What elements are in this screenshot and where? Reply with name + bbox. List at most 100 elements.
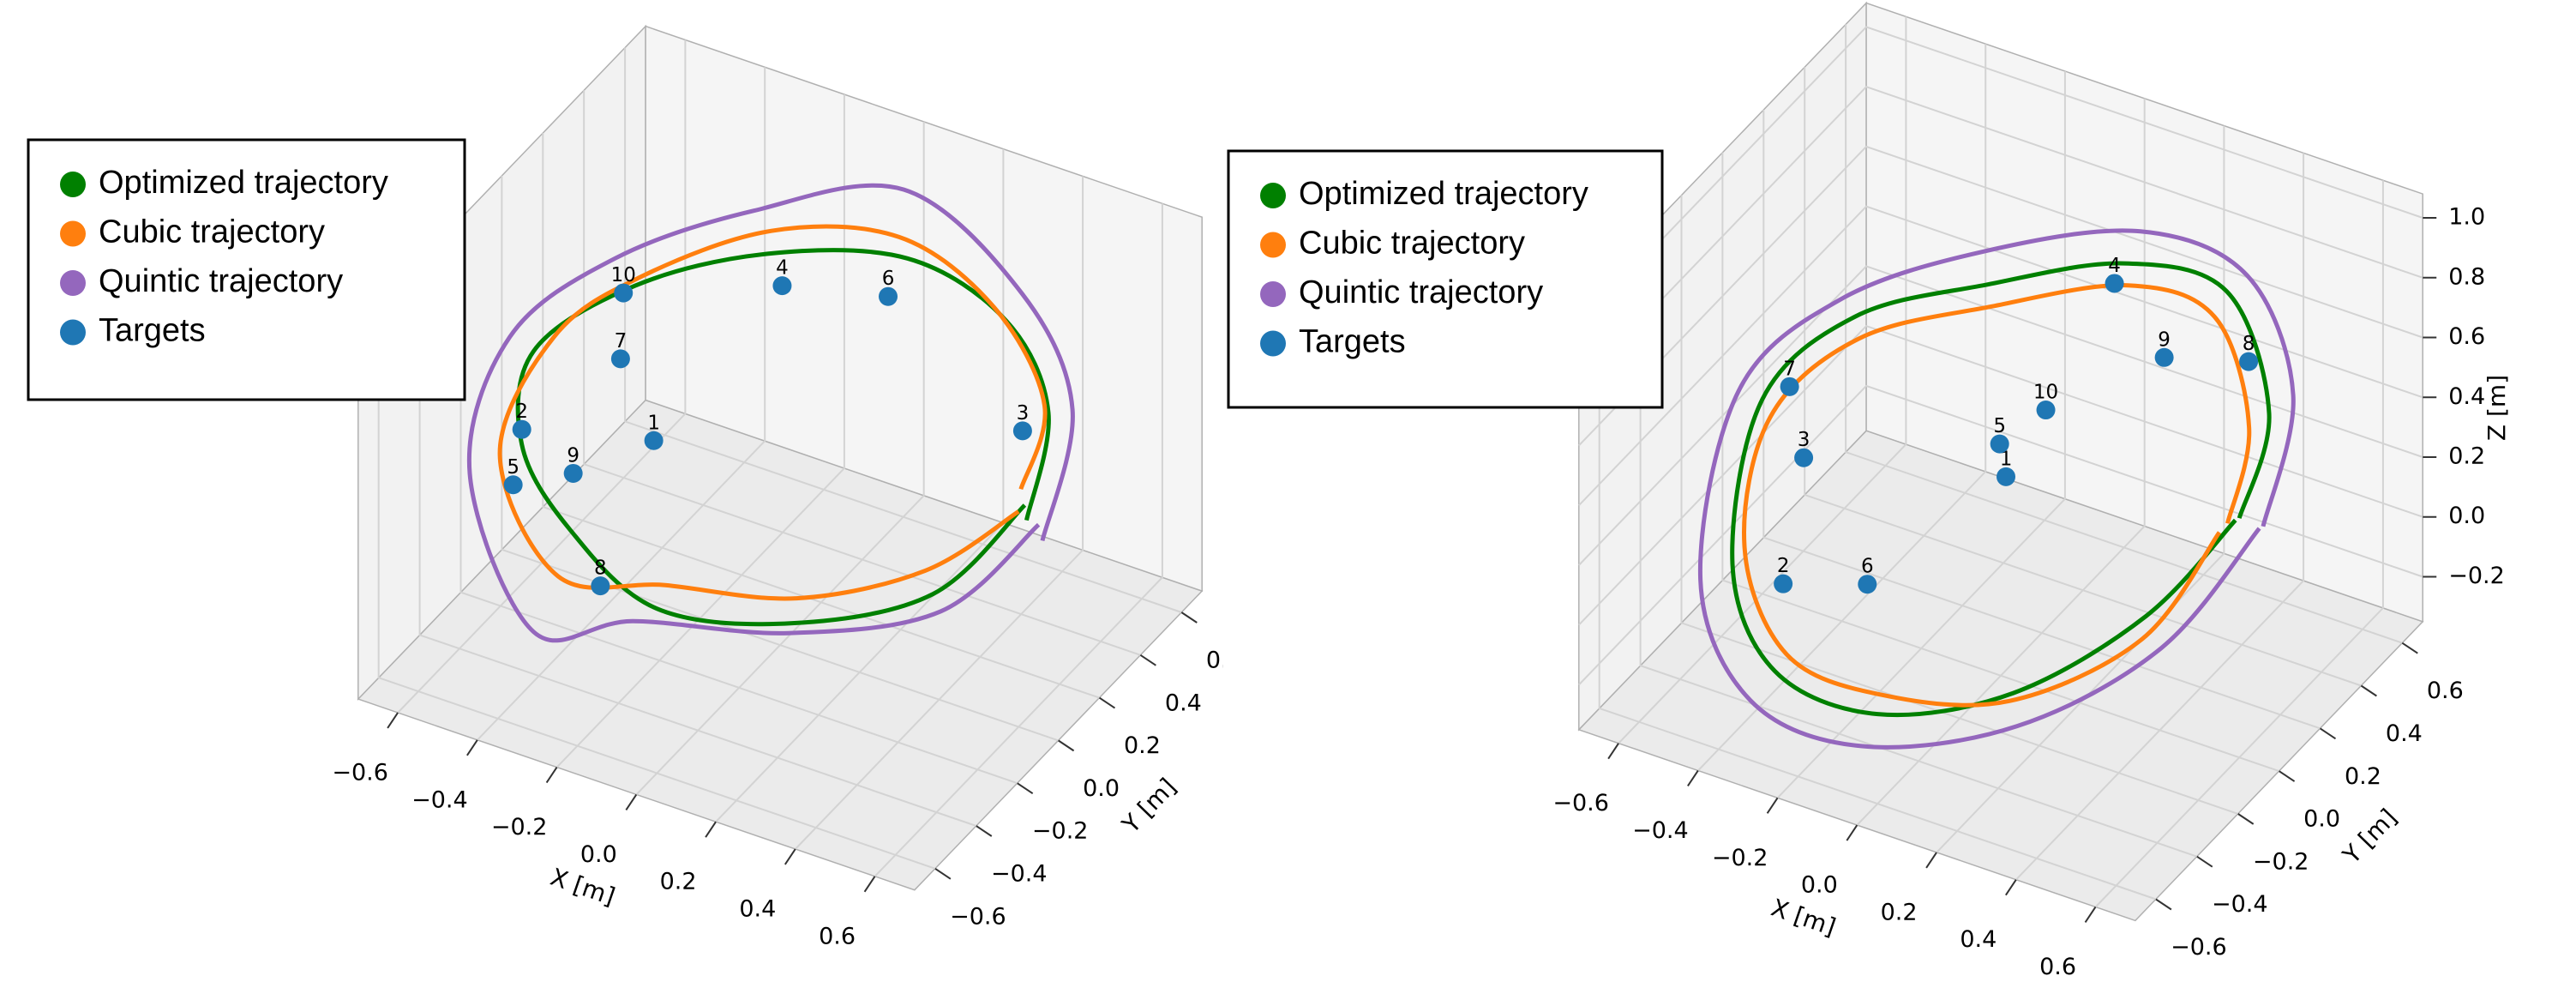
grid-line [2094,180,2384,908]
x-tick [863,876,876,893]
y-tick-label: 0.0 [1083,775,1120,802]
x-tick [784,848,796,865]
grid-line [477,67,766,741]
target-label: 6 [1861,556,1874,578]
legend-label: Optimized trajectory [1299,176,1588,212]
target-label: 8 [594,557,607,580]
y-tick-label: 0.6 [2427,678,2464,704]
y-tick-label: −0.2 [1032,818,1089,845]
x-tick [466,739,478,756]
target-point [2036,401,2056,420]
target-label: 3 [1017,402,1030,425]
y-tick-label: 0.0 [2303,806,2340,833]
target-label: 3 [1798,429,1810,451]
x-tick [1687,769,1699,787]
legend-marker [60,319,86,346]
grid-line [501,175,1059,742]
x-tick-label: 0.6 [2039,954,2076,980]
x-tick-label: 0.0 [1801,872,1838,899]
target-point [1858,575,1877,594]
x-axis-label: X [m] [547,863,619,911]
grid-line [874,203,1163,877]
legend-box [1227,149,1664,409]
legend-label: Cubic trajectory [1299,226,1525,262]
legend-label: Quintic trajectory [99,263,343,299]
legend-marker [1260,330,1286,357]
x-tick-label: −0.2 [1712,845,1768,871]
y-tick [2279,770,2296,782]
x-tick-label: −0.2 [491,814,548,840]
y-tick-label: 0.2 [1124,732,1161,759]
grid-line [1936,125,2225,853]
target-point [1794,448,1814,467]
target-label: 5 [507,456,519,479]
grid-line [1697,44,1987,772]
trajectory-line [466,183,1075,643]
target-label: 10 [2033,382,2058,404]
target-point [644,431,664,450]
x-tick-label: 0.4 [739,895,776,922]
grid-line [2015,153,2305,881]
legend-marker [1260,183,1286,208]
y-tick-label: −0.2 [2253,848,2309,875]
x-tick [705,821,717,838]
grid-line [1578,26,2423,327]
y-tick-label: −0.6 [2171,934,2227,961]
z-tick-label: 0.4 [2448,383,2485,410]
y-tick [1098,696,1116,709]
y-tick [2155,898,2172,911]
z-tick-label: 0.6 [2448,323,2485,350]
target-label: 9 [567,444,579,467]
x-tick-label: 0.6 [819,923,856,949]
target-point [2154,347,2174,367]
y-tick-label: 0.4 [1165,690,1202,716]
x-tick-label: 0.0 [580,841,617,868]
z-tick-label: −0.2 [2448,563,2505,589]
z-tick-label: 0.2 [2448,443,2485,470]
grid-line [583,90,1141,656]
grid-line [542,133,1100,699]
legend: Optimized trajectory Cubic trajectory Quin… [27,138,466,401]
grid-line [555,94,845,768]
target-point [2239,352,2259,371]
y-tick [1058,739,1075,752]
x-axis-label: X [m] [1768,893,1840,941]
x-tick-label: 0.2 [1881,899,1918,925]
target-label: 6 [882,268,895,290]
target-label: 2 [1777,555,1790,577]
x-tick [1607,743,1619,760]
target-point [1780,377,1799,396]
y-axis-label: Y [m] [2337,804,2403,871]
target-label: 4 [2108,255,2121,277]
target-point [503,475,523,495]
target-label: 5 [1993,415,2006,437]
y-tick [2360,684,2377,697]
grid-line [1776,71,2066,798]
y-tick-label: −0.6 [950,903,1006,930]
target-label: 8 [2243,333,2255,355]
target-label: 1 [647,412,660,434]
y-tick-label: −0.4 [2212,891,2268,918]
target-point [1012,421,1032,441]
y-axis-label: Y [m] [1116,773,1182,840]
target-point [879,286,898,306]
target-label: 4 [776,257,789,280]
legend-label: Cubic trajectory [99,214,325,250]
target-point [563,463,583,483]
y-tick [2319,727,2337,740]
target-point [1990,434,2009,454]
y-tick [1017,782,1034,795]
z-tick-label: 1.0 [2448,204,2485,231]
legend-marker [60,172,86,197]
x-tick-label: −0.4 [411,786,468,813]
y-tick-label: 0.2 [2345,763,2381,790]
legend-label: Optimized trajectory [99,165,388,201]
target-label: 9 [2158,328,2171,351]
target-point [591,576,610,596]
trajectory-line [1697,228,2296,750]
x-tick-label: −0.6 [332,759,388,786]
target-point [1774,574,1793,593]
grid-line [377,304,936,870]
z-tick-label: 0.8 [2448,263,2485,290]
